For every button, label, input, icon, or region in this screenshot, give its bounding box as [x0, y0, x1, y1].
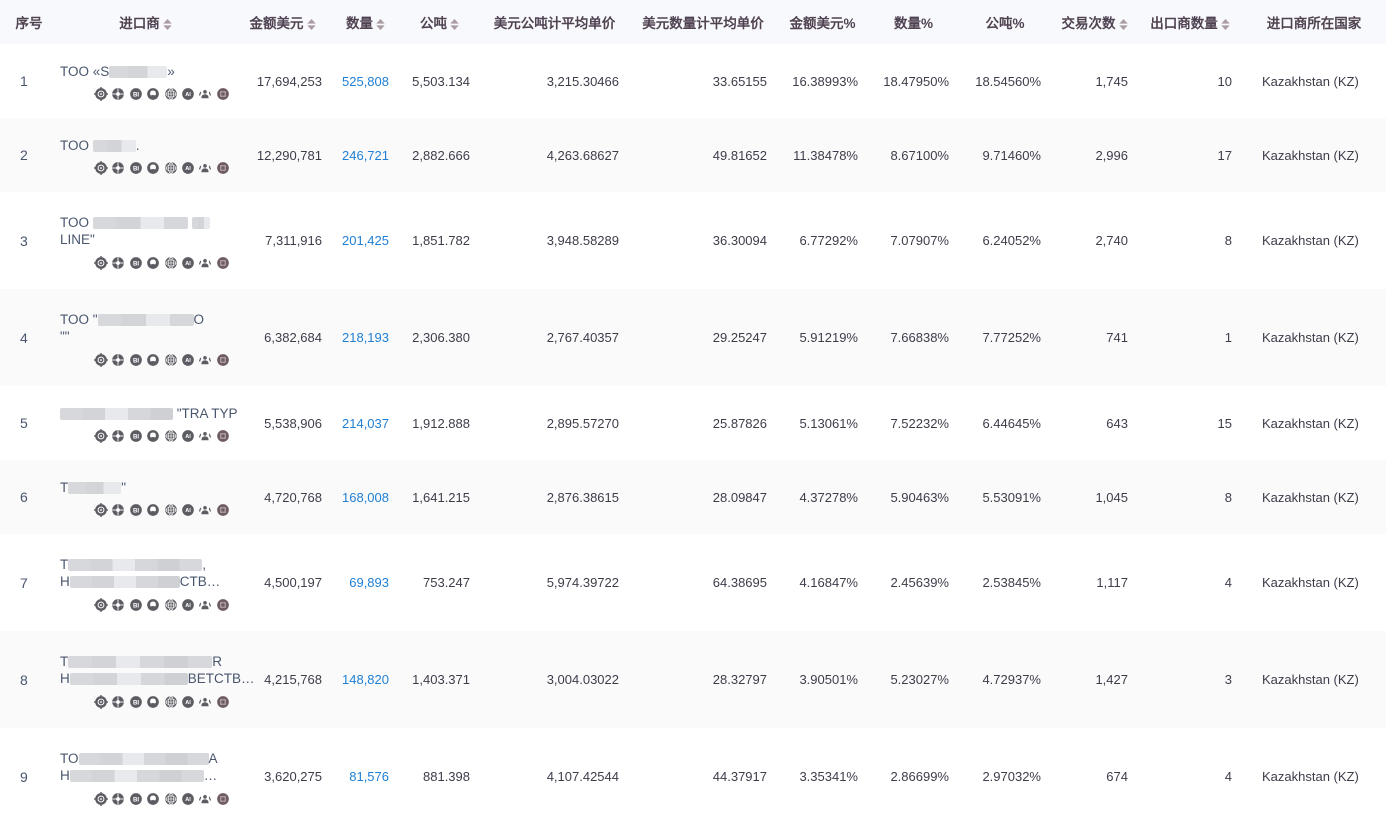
svg-text:AI: AI — [185, 700, 191, 706]
svg-text:AI: AI — [185, 797, 191, 803]
svg-text:BI: BI — [133, 260, 139, 267]
svg-text:AI: AI — [185, 358, 191, 364]
svg-text:BI: BI — [133, 796, 139, 803]
svg-text:BI: BI — [133, 508, 139, 515]
svg-text:BI: BI — [133, 602, 139, 609]
svg-text:BI: BI — [133, 357, 139, 364]
svg-text:AI: AI — [185, 603, 191, 609]
svg-text:AI: AI — [185, 261, 191, 267]
svg-text:AI: AI — [185, 434, 191, 440]
svg-text:BI: BI — [133, 92, 139, 99]
svg-text:BI: BI — [133, 699, 139, 706]
svg-text:AI: AI — [185, 92, 191, 98]
svg-text:BI: BI — [133, 166, 139, 173]
svg-text:AI: AI — [185, 166, 191, 172]
svg-text:AI: AI — [185, 508, 191, 514]
svg-text:BI: BI — [133, 434, 139, 441]
